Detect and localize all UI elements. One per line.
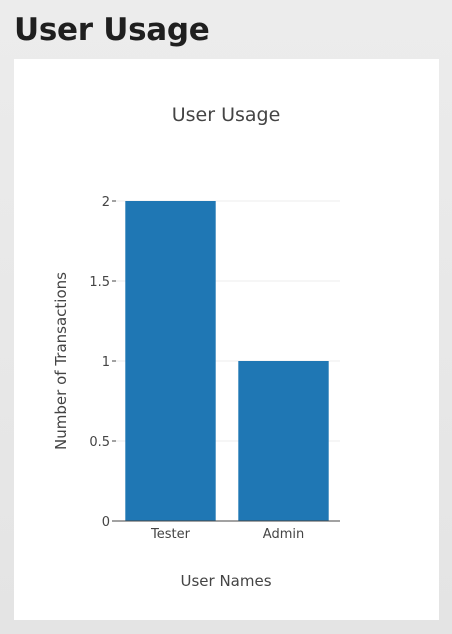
x-tick-label: Admin bbox=[263, 527, 304, 542]
y-axis-title: Number of Transactions bbox=[52, 272, 70, 450]
chart-title: User Usage bbox=[172, 104, 281, 126]
y-tick-label: 1 bbox=[102, 355, 110, 370]
x-axis-title: User Names bbox=[180, 572, 271, 590]
bars bbox=[125, 201, 329, 521]
page-title: User Usage bbox=[14, 12, 210, 48]
y-tick-label: 2 bbox=[102, 195, 110, 210]
bar-admin[interactable] bbox=[238, 361, 329, 521]
chart-card: User Usage 0 0.5 1 1.5 2 Tester Admin User Nam… bbox=[14, 59, 439, 620]
axes bbox=[112, 200, 340, 522]
bar-tester[interactable] bbox=[125, 201, 216, 521]
y-tick-label: 1.5 bbox=[89, 275, 110, 290]
x-tick-label: Tester bbox=[150, 527, 191, 542]
y-tick-label: 0 bbox=[102, 515, 110, 530]
y-tick-label: 0.5 bbox=[89, 435, 110, 450]
tick-labels: 0 0.5 1 1.5 2 Tester Admin bbox=[89, 195, 304, 542]
bar-chart: User Usage 0 0.5 1 1.5 2 Tester Admin User Nam… bbox=[52, 104, 340, 590]
